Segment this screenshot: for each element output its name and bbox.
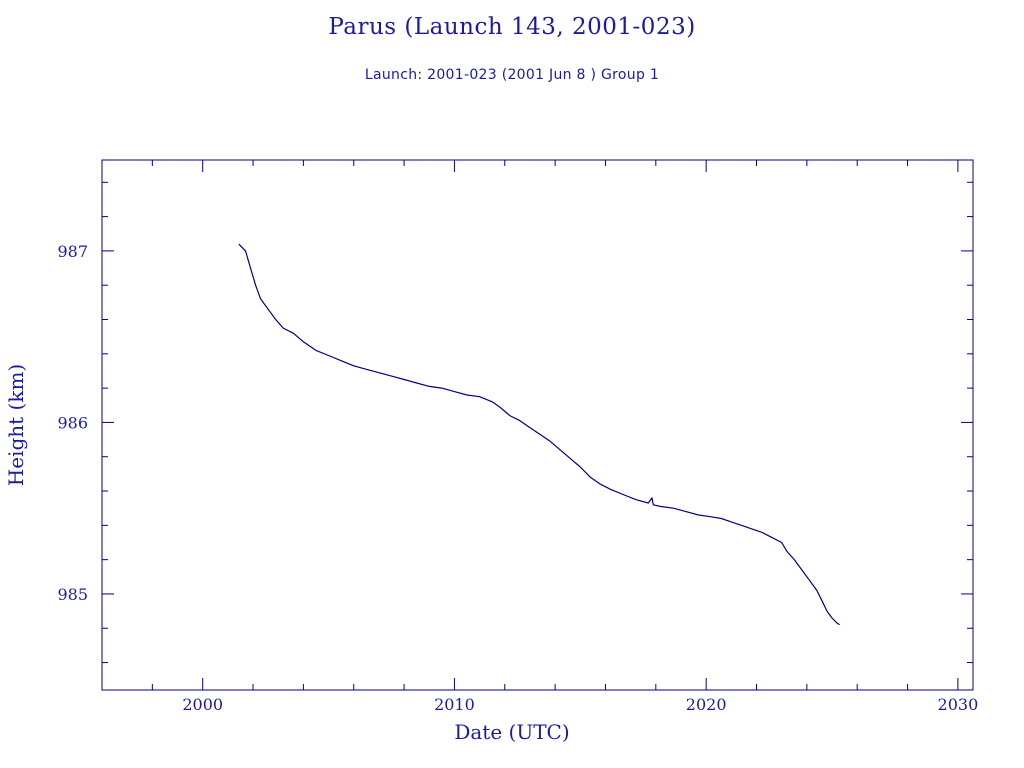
x-axis-label: Date (UTC) <box>454 720 570 744</box>
x-tick-label: 2000 <box>182 695 223 714</box>
x-tick-label: 2030 <box>938 695 979 714</box>
chart-subtitle: Launch: 2001-023 (2001 Jun 8 ) Group 1 <box>364 67 660 83</box>
axis-ticks <box>102 160 973 690</box>
x-tick-label: 2020 <box>686 695 727 714</box>
chart-title: Parus (Launch 143, 2001-023) <box>328 14 696 40</box>
y-tick-label: 987 <box>57 242 88 261</box>
plot-frame <box>101 159 974 691</box>
x-tick-label: 2010 <box>434 695 475 714</box>
series-lines <box>238 243 840 626</box>
y-axis-label: Height (km) <box>4 363 28 487</box>
tick-labels: 2000 2010 2020 2030 985 986 987 <box>57 242 978 714</box>
y-tick-label: 985 <box>57 585 88 604</box>
series-line <box>238 243 840 626</box>
y-tick-label: 986 <box>57 413 88 432</box>
